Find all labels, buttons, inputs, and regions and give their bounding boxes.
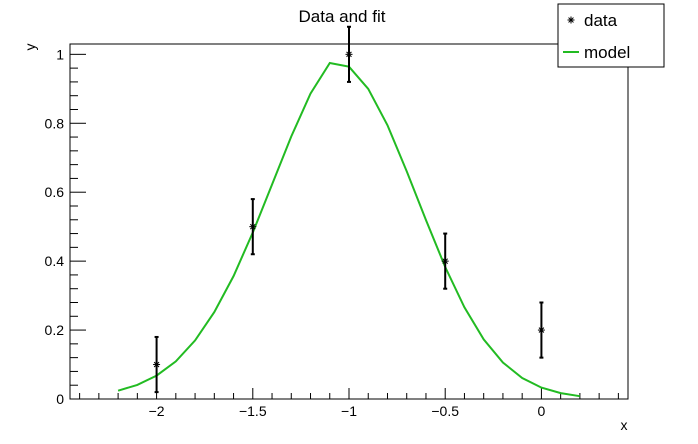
data-marker [345, 50, 353, 58]
x-tick-label: −1 [341, 403, 357, 419]
legend-entry-data: data [567, 11, 618, 30]
y-tick-label: 0.8 [45, 115, 65, 131]
legend-box [557, 3, 665, 68]
data-point [345, 25, 353, 83]
y-tick-label: 0 [56, 391, 64, 407]
x-tick-label: −2 [149, 403, 165, 419]
chart-title: Data and fit [299, 7, 386, 26]
x-tick-label: −0.5 [431, 403, 459, 419]
data-marker [441, 257, 449, 265]
x-axis: −2 −1.5 −1 −0.5 0 [79, 388, 619, 419]
data-marker [537, 326, 545, 334]
y-tick-label: 0.2 [45, 322, 65, 338]
data-point [537, 301, 545, 359]
data-point [153, 335, 161, 394]
legend-star-marker [567, 16, 575, 24]
legend: data model [557, 3, 665, 68]
legend-entry-model: model [563, 43, 630, 62]
model-line [117, 61, 581, 398]
data-point [441, 232, 449, 290]
plot-area [69, 43, 629, 400]
y-axis-title: y [22, 44, 38, 51]
legend-label-model: model [584, 43, 630, 62]
x-tick-label: 0 [538, 403, 546, 419]
legend-marker-data [567, 16, 575, 24]
y-tick-label: 0.6 [45, 184, 65, 200]
plot-frame [69, 43, 629, 400]
series-data [153, 25, 545, 394]
legend-label-data: data [584, 11, 618, 30]
data-point [249, 198, 257, 256]
y-axis: 0 0.2 0.4 0.6 0.8 1 [45, 46, 86, 407]
y-tick-label: 1 [56, 46, 64, 62]
x-axis-title: x [621, 417, 628, 433]
x-tick-label: −1.5 [239, 403, 267, 419]
series-model [117, 61, 581, 398]
data-marker [249, 223, 257, 231]
data-marker [153, 361, 161, 369]
y-tick-label: 0.4 [45, 253, 65, 269]
